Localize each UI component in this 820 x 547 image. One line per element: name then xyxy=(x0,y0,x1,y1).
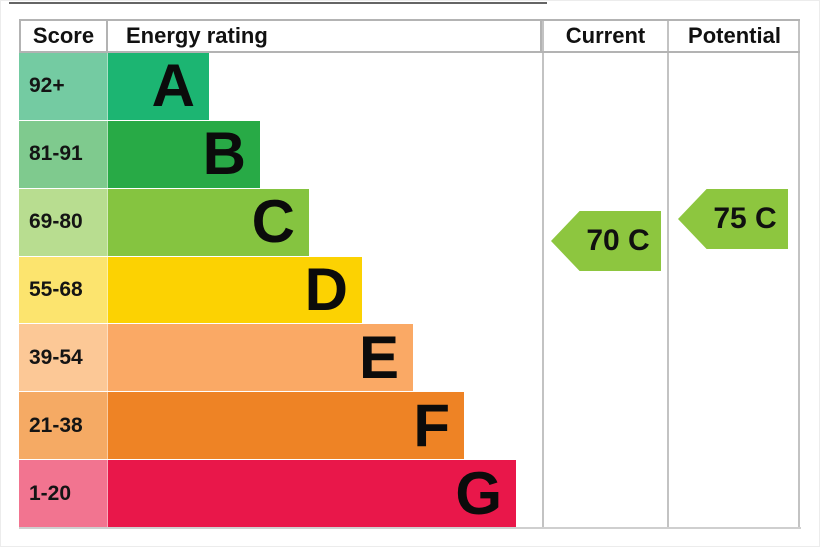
band-rows: 92+ A 81-91 B 69-80 C 55-68 D xyxy=(19,53,542,528)
band-row-f: 21-38 F xyxy=(19,391,542,461)
band-letter: E xyxy=(358,323,399,391)
band-row-e: 39-54 E xyxy=(19,323,542,393)
current-column-header: Current xyxy=(542,19,669,53)
band-letter: A xyxy=(151,52,195,120)
score-header-label: Score xyxy=(32,23,95,48)
band-row-b: 81-91 B xyxy=(19,120,542,189)
band-letter: C xyxy=(251,188,295,256)
epc-chart-table: Score Energy rating Current Potential 92… xyxy=(19,19,801,529)
band-bar: B xyxy=(108,120,260,188)
band-letter: F xyxy=(413,391,450,459)
current-column xyxy=(542,19,669,527)
band-letter: D xyxy=(304,256,348,323)
band-score-range: 39-54 xyxy=(19,324,108,392)
band-row-c: 69-80 C xyxy=(19,188,542,257)
band-score-range: 1-20 xyxy=(19,460,108,528)
current-header-label: Current xyxy=(565,23,646,48)
band-score-range: 21-38 xyxy=(19,392,108,460)
band-bar: E xyxy=(108,323,413,392)
band-score-range: 81-91 xyxy=(19,120,108,188)
band-bar: G xyxy=(108,459,516,528)
band-row-d: 55-68 D xyxy=(19,256,542,325)
band-bar: D xyxy=(108,256,362,324)
band-score-range: 55-68 xyxy=(19,256,108,324)
band-score-range: 69-80 xyxy=(19,188,108,256)
top-edge-line xyxy=(9,2,547,4)
score-column-header: Score xyxy=(19,19,108,53)
band-bar: C xyxy=(108,188,309,256)
band-score-range: 92+ xyxy=(19,53,108,120)
band-letter: B xyxy=(202,120,246,188)
band-bar: A xyxy=(108,53,209,120)
band-letter: G xyxy=(455,459,502,527)
band-row-g: 1-20 G xyxy=(19,459,542,528)
energy-rating-header-label: Energy rating xyxy=(126,23,268,48)
band-bar: F xyxy=(108,391,464,460)
potential-column xyxy=(669,19,800,527)
band-row-a: 92+ A xyxy=(19,53,542,121)
potential-column-header: Potential xyxy=(669,19,800,53)
potential-header-label: Potential xyxy=(688,23,781,48)
energy-rating-header: Energy rating xyxy=(108,19,542,53)
